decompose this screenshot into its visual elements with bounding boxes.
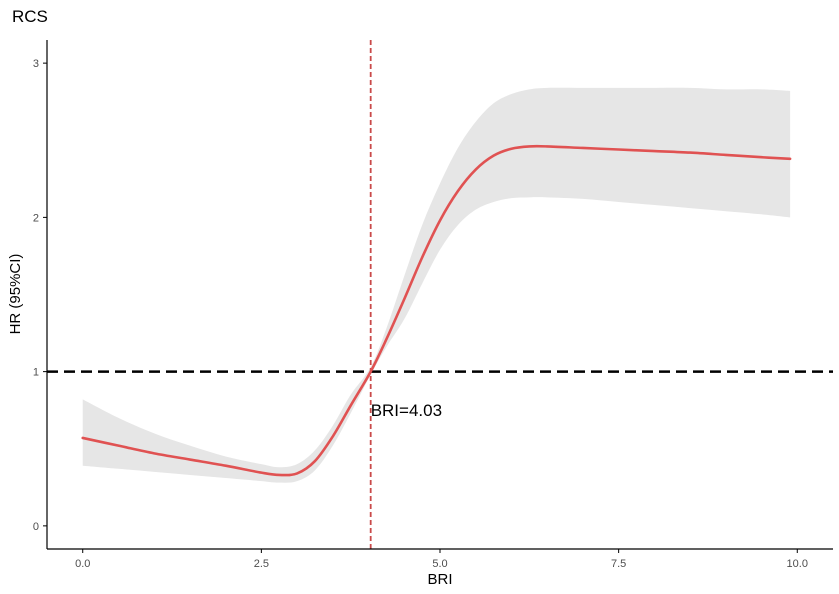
x-axis-label: BRI [427, 571, 452, 588]
y-tick-label: 0 [33, 521, 39, 533]
reference-lines-layer [47, 40, 833, 549]
x-tick-label: 5.0 [432, 558, 447, 570]
threshold-annotation: BRI=4.03 [371, 401, 442, 420]
y-axis-label: HR (95%CI) [7, 254, 24, 335]
hr-curve-line [81, 144, 792, 477]
x-tick-label: 2.5 [254, 558, 269, 570]
y-tick-label: 3 [33, 58, 39, 70]
hr-curve-layer [81, 144, 792, 477]
chart-title: RCS [12, 7, 48, 26]
x-tick-label: 10.0 [787, 558, 808, 570]
ticks-layer: 0.0 2.5 5.0 7.5 10.0 0 1 2 3 [33, 58, 808, 570]
x-tick-label: 7.5 [611, 558, 626, 570]
y-tick-label: 1 [33, 367, 39, 379]
confidence-band [82, 87, 791, 483]
y-tick-label: 2 [33, 212, 39, 224]
confidence-band-layer [82, 87, 791, 483]
x-tick-label: 0.0 [75, 558, 90, 570]
